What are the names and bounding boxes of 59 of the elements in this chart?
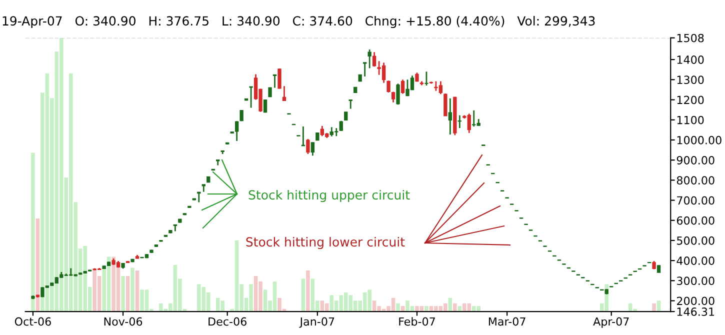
candlestick	[424, 70, 428, 86]
x-tick-label: Apr-07	[593, 317, 629, 328]
y-tick-label: 1400	[677, 56, 704, 64]
y-tick-label: 500.00	[677, 236, 714, 245]
candlestick	[339, 120, 343, 132]
candlestick	[391, 91, 396, 104]
candlestick	[278, 68, 282, 90]
candlestick	[372, 51, 376, 68]
annotation: Stock hitting upper circuit	[248, 190, 410, 202]
candlestick	[320, 125, 324, 137]
x-tick-label: Mar-07	[488, 317, 526, 326]
candlestick	[444, 92, 448, 117]
candlestick	[306, 138, 310, 155]
bar	[36, 218, 40, 312]
bar	[130, 268, 134, 312]
x-tick-label: Dec-06	[208, 317, 246, 326]
bar	[424, 306, 428, 312]
bar	[301, 278, 306, 312]
candlestick	[400, 78, 405, 94]
candlestick	[282, 85, 286, 102]
bar	[126, 276, 130, 312]
y-tick-label: 1300	[677, 76, 704, 84]
candlestick	[310, 142, 315, 156]
candlestick	[272, 74, 277, 88]
bar	[135, 270, 140, 312]
bar	[652, 303, 656, 312]
y-tick-label: 1100	[677, 116, 704, 124]
bar	[121, 276, 125, 312]
y-tick-label: 146.31	[677, 308, 714, 316]
y-tick-label: 800.00	[676, 176, 714, 185]
y-tick-label: 900.00	[676, 156, 714, 164]
y-tick-label: 700.00	[677, 196, 714, 205]
y-tick-label: 1000.00	[677, 136, 722, 144]
y-tick-label: 600.00	[676, 216, 714, 225]
bar	[306, 270, 310, 312]
candlestick	[234, 120, 239, 142]
candlestick	[348, 99, 352, 110]
candlestick	[263, 99, 268, 114]
candlestick	[458, 114, 462, 129]
y-tick-label: 300.00	[677, 276, 714, 286]
x-tick-label: Jan-07	[299, 317, 334, 328]
chart-subtitle: 19-Apr-07 O: 340.90 H: 376.75 L: 340.90 C: 374.60 Chng: +15.80 (4.40%) Vol: 299,343	[2, 16, 595, 28]
y-tick-label: 400.00	[676, 256, 714, 265]
candlestick	[202, 184, 206, 193]
bar	[453, 303, 457, 312]
x-tick-label: Oct-06	[14, 317, 51, 326]
y-tick-label: 200.00	[676, 296, 714, 306]
bar	[396, 303, 400, 312]
x-tick-label: Nov-06	[104, 317, 142, 326]
y-tick-label: 1508	[677, 34, 704, 42]
candlestick	[396, 82, 400, 106]
candlestick	[386, 80, 390, 94]
y-tick-label: 1200	[677, 96, 704, 104]
candlestick	[362, 62, 367, 78]
candlestick	[448, 98, 452, 136]
bar	[31, 152, 35, 312]
annotation: Stock hitting lower circuit	[246, 236, 405, 250]
candlestick	[368, 48, 372, 69]
x-tick-label: Feb-07	[399, 317, 435, 326]
